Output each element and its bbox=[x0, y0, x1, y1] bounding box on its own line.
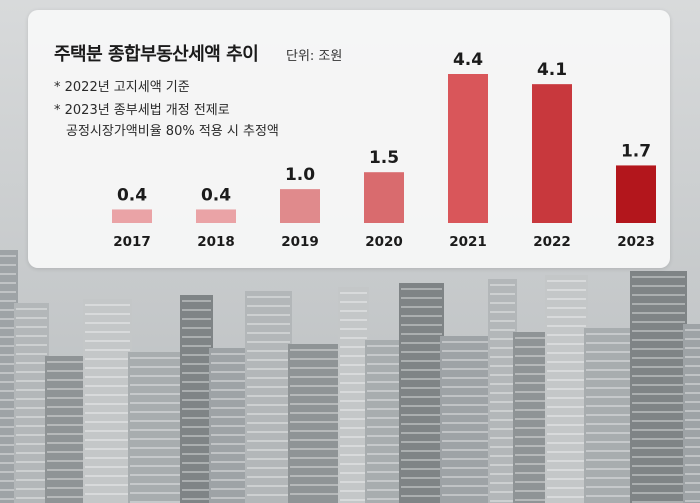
chart-title: 주택분 종합부동산세액 추이 bbox=[54, 44, 259, 65]
background-building bbox=[584, 328, 634, 503]
category-label-2023: 2023 bbox=[617, 234, 655, 250]
value-label-2017: 0.4 bbox=[117, 185, 147, 205]
category-label-2020: 2020 bbox=[365, 234, 403, 250]
category-label-2022: 2022 bbox=[533, 234, 571, 250]
background-building bbox=[180, 295, 213, 503]
background-building bbox=[338, 287, 369, 503]
unit-label: 단위: 조원 bbox=[286, 49, 343, 64]
value-label-2023: 1.7 bbox=[621, 141, 651, 161]
note-line-2: * 2023년 종부세법 개정 전제로 bbox=[54, 103, 230, 118]
value-label-2018: 0.4 bbox=[201, 185, 231, 205]
value-label-2019: 1.0 bbox=[285, 165, 315, 185]
background-building bbox=[630, 271, 687, 503]
background-building bbox=[0, 250, 18, 503]
bar-2023 bbox=[616, 165, 656, 223]
background-building bbox=[288, 344, 342, 503]
value-label-2022: 4.1 bbox=[537, 60, 567, 80]
value-label-2021: 4.4 bbox=[453, 50, 483, 70]
background-building bbox=[209, 348, 249, 503]
note-line-1: * 2022년 고지세액 기준 bbox=[54, 80, 190, 95]
background-building bbox=[245, 291, 292, 503]
background-building bbox=[488, 279, 517, 503]
bar-2021 bbox=[448, 74, 488, 223]
bar-2017 bbox=[112, 209, 152, 223]
note-line-3: 공정시장가액비율 80% 적용 시 추정액 bbox=[66, 124, 279, 139]
bar-2019 bbox=[280, 189, 320, 223]
background-building bbox=[128, 352, 184, 503]
bar-2022 bbox=[532, 84, 572, 223]
category-label-2021: 2021 bbox=[449, 234, 487, 250]
category-label-2019: 2019 bbox=[281, 234, 319, 250]
category-label-2017: 2017 bbox=[113, 234, 151, 250]
background-building bbox=[365, 340, 403, 503]
value-label-2020: 1.5 bbox=[369, 148, 399, 168]
bar-2020 bbox=[364, 172, 404, 223]
background-building bbox=[513, 332, 549, 503]
background-building bbox=[14, 303, 49, 503]
category-label-2018: 2018 bbox=[197, 234, 235, 250]
background-building bbox=[440, 336, 492, 503]
background-building bbox=[545, 275, 588, 503]
background-building bbox=[83, 299, 132, 503]
background-building bbox=[45, 356, 87, 503]
background-building bbox=[399, 283, 444, 503]
bar-2018 bbox=[196, 209, 236, 223]
background-building bbox=[683, 324, 700, 503]
